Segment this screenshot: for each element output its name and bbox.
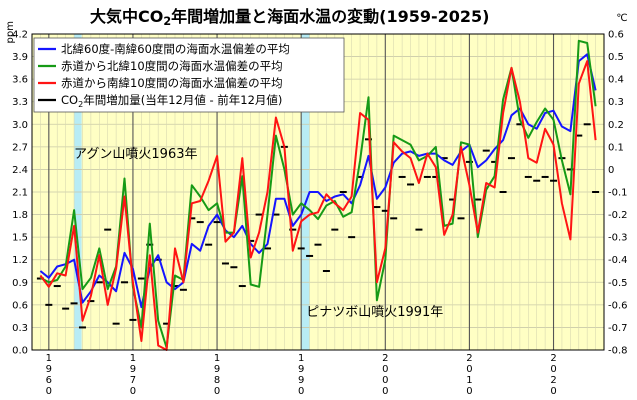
- left-tick-label: 2.1: [12, 188, 28, 199]
- x-tick-digit: 1: [298, 353, 304, 364]
- x-tick-digit: 9: [214, 364, 220, 375]
- right-tick-label: 0.2: [608, 120, 624, 131]
- legend-label-blue: 北緯60度-南緯60度間の海面水温偏差の平均: [61, 42, 290, 56]
- left-tick-label: 2.7: [12, 142, 28, 153]
- right-tick-label: -0.3: [608, 233, 628, 244]
- plot-frame: [31, 33, 605, 351]
- title-text: 大気中CO2年間増加量と海面水温の変動(1959-2025): [90, 7, 490, 28]
- left-tick-label: 4.2: [12, 30, 28, 41]
- x-tick-digit: 1: [214, 353, 220, 364]
- legend-label-green: 赤道から北緯10度間の海面水温偏差の平均: [61, 59, 283, 73]
- x-tick-digit: 9: [298, 364, 304, 375]
- right-tick-label: 0.3: [608, 97, 624, 108]
- right-tick-label: -0.5: [608, 278, 628, 289]
- x-tick-digit: 0: [466, 386, 472, 397]
- right-tick-label: 0.6: [608, 30, 624, 41]
- right-tick-label: 0: [608, 165, 614, 176]
- right-tick-label: -0.7: [608, 323, 628, 334]
- right-tick-label: -0.6: [608, 300, 628, 311]
- right-tick-label: -0.2: [608, 210, 628, 221]
- right-axis-unit: ℃: [616, 13, 627, 24]
- x-tick-digit: 9: [130, 364, 136, 375]
- x-tick-digit: 0: [466, 364, 472, 375]
- right-tick-label: -0.1: [608, 188, 628, 199]
- x-tick-digit: 0: [46, 386, 52, 397]
- legend-label-co2-pre: CO: [61, 93, 78, 107]
- right-tick-label: -0.4: [608, 255, 628, 266]
- left-tick-label: 3.3: [12, 97, 28, 108]
- x-tick-digit: 1: [130, 353, 136, 364]
- right-tick-label: 0.5: [608, 52, 624, 63]
- legend-label-red: 赤道から南緯10度間の海面水温偏差の平均: [61, 76, 283, 90]
- title-text-sub: 2: [163, 15, 171, 28]
- left-tick-label: 0.0: [12, 346, 28, 357]
- x-tick-digit: 2: [382, 353, 388, 364]
- x-tick-digit: 9: [298, 375, 304, 386]
- annotation: アグン山噴火1963年: [74, 147, 197, 162]
- chart-title: 大気中CO2年間増加量と海面水温の変動(1959-2025): [90, 7, 490, 28]
- legend-label-co2-sub: 2: [78, 100, 83, 109]
- left-tick-label: 0.3: [12, 323, 28, 334]
- annotation: ピナツボ山噴火1991年: [306, 305, 443, 320]
- right-tick-label: -0.8: [608, 346, 628, 357]
- x-tick-digit: 0: [550, 364, 556, 375]
- x-tick-digit: 2: [550, 375, 556, 386]
- x-tick-digit: 0: [382, 364, 388, 375]
- right-tick-label: 0.1: [608, 142, 624, 153]
- x-tick-digit: 2: [550, 353, 556, 364]
- legend-label-co2: CO2年間増加量(当年12月値 - 前年12月値): [61, 93, 282, 109]
- left-tick-label: 0.6: [12, 300, 28, 311]
- legend-label-co2-post: 年間増加量(当年12月値 - 前年12月値): [83, 93, 282, 107]
- left-tick-label: 1.2: [12, 255, 28, 266]
- legend-box: [33, 37, 345, 113]
- x-tick-digit: 0: [382, 386, 388, 397]
- left-tick-label: 1.5: [12, 233, 28, 244]
- x-tick-digit: 1: [466, 375, 472, 386]
- x-tick-digit: 0: [550, 386, 556, 397]
- red-series-line: [39, 60, 597, 351]
- left-tick-label: 2.4: [12, 165, 28, 176]
- x-tick-digit: 0: [214, 386, 220, 397]
- left-tick-label: 1.8: [12, 210, 28, 221]
- x-tick-digit: 6: [46, 375, 52, 386]
- left-tick-label: 3.6: [12, 75, 28, 86]
- x-tick-digit: 7: [130, 375, 136, 386]
- right-tick-label: 0.4: [608, 75, 624, 86]
- title-text-post: 年間増加量と海面水温の変動(1959-2025): [171, 7, 489, 26]
- blue-series-line: [39, 53, 597, 309]
- x-tick-digit: 9: [46, 364, 52, 375]
- left-tick-label: 0.9: [12, 278, 28, 289]
- x-tick-digit: 0: [298, 386, 304, 397]
- left-tick-label: 3.0: [12, 120, 28, 131]
- x-tick-digit: 0: [382, 375, 388, 386]
- left-axis-unit: ppm: [5, 21, 16, 43]
- left-tick-label: 3.9: [12, 52, 28, 63]
- x-tick-digit: 2: [466, 353, 472, 364]
- x-tick-digit: 8: [214, 375, 220, 386]
- title-text-pre: 大気中CO: [90, 7, 163, 26]
- x-tick-digit: 1: [46, 353, 52, 364]
- x-tick-digit: 0: [130, 386, 136, 397]
